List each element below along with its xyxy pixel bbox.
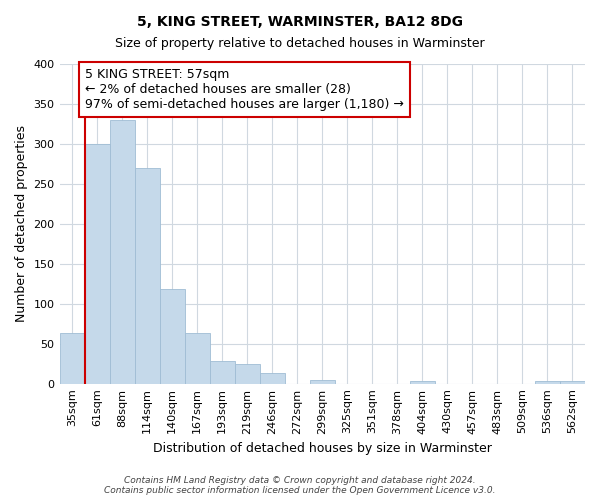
Bar xyxy=(160,288,185,384)
Bar xyxy=(110,120,134,384)
Bar xyxy=(209,360,235,384)
Bar xyxy=(59,334,85,384)
Text: Contains HM Land Registry data © Crown copyright and database right 2024.
Contai: Contains HM Land Registry data © Crown c… xyxy=(104,476,496,495)
Bar xyxy=(535,382,560,384)
Text: 5, KING STREET, WARMINSTER, BA12 8DG: 5, KING STREET, WARMINSTER, BA12 8DG xyxy=(137,15,463,29)
Y-axis label: Number of detached properties: Number of detached properties xyxy=(15,126,28,322)
X-axis label: Distribution of detached houses by size in Warminster: Distribution of detached houses by size … xyxy=(153,442,492,455)
Text: 5 KING STREET: 57sqm
← 2% of detached houses are smaller (28)
97% of semi-detach: 5 KING STREET: 57sqm ← 2% of detached ho… xyxy=(85,68,404,111)
Text: Size of property relative to detached houses in Warminster: Size of property relative to detached ho… xyxy=(115,38,485,51)
Bar xyxy=(85,144,110,384)
Bar xyxy=(185,332,209,384)
Bar xyxy=(235,364,260,384)
Bar xyxy=(560,382,585,384)
Bar xyxy=(260,374,285,384)
Bar xyxy=(310,380,335,384)
Bar xyxy=(134,168,160,384)
Bar xyxy=(410,382,435,384)
